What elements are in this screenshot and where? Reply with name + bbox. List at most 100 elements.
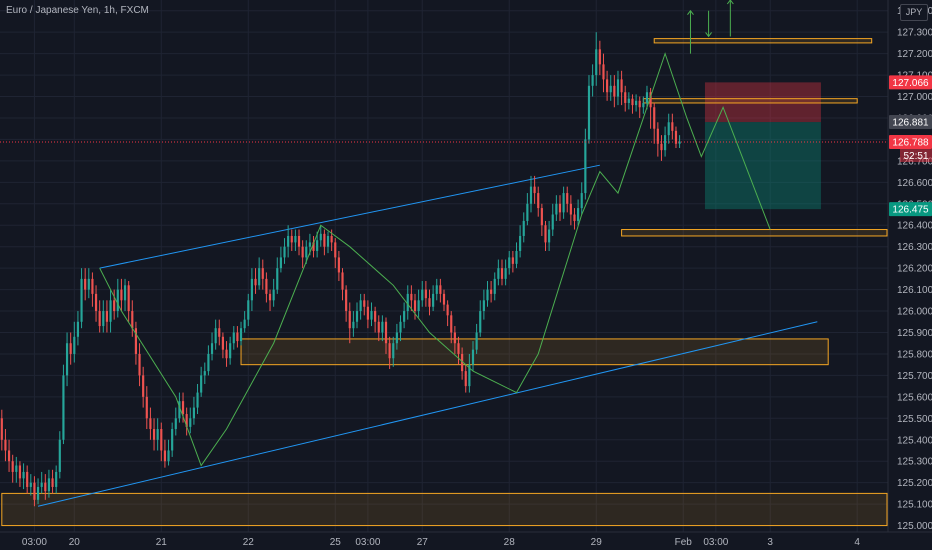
candle-body xyxy=(11,461,14,472)
x-tick-label: 4 xyxy=(854,537,860,548)
candle-body xyxy=(283,246,286,258)
y-tick-label: 126.000 xyxy=(897,307,932,318)
y-tick-label: 126.300 xyxy=(897,242,932,253)
candle-body xyxy=(127,285,130,312)
zigzag-layer xyxy=(99,52,771,467)
x-tick-label: 27 xyxy=(417,537,429,548)
x-tick-label: 20 xyxy=(69,537,81,548)
candle-body xyxy=(573,214,576,221)
candle-body xyxy=(446,304,449,316)
candle-body xyxy=(417,300,420,312)
candle-body xyxy=(359,300,362,312)
candle-body xyxy=(508,257,511,269)
candle-body xyxy=(587,85,591,140)
candle-body xyxy=(562,193,565,213)
candle-body xyxy=(606,79,609,93)
candle-body xyxy=(109,300,112,322)
y-tick-label: 125.700 xyxy=(897,371,932,382)
candle-body xyxy=(94,293,98,312)
price-tag-label: 126.788 xyxy=(892,138,929,149)
candle-body xyxy=(326,235,330,247)
candle-body xyxy=(308,242,311,247)
y-tick-label: 127.000 xyxy=(897,92,932,103)
candle-body xyxy=(301,246,304,258)
candle-body xyxy=(660,143,663,151)
stop-loss-zone xyxy=(704,82,821,123)
y-tick-label: 125.800 xyxy=(897,349,932,360)
candle-body xyxy=(250,278,253,301)
zigzag-path xyxy=(99,52,771,467)
price-tag xyxy=(889,135,932,150)
candle-body xyxy=(254,278,257,286)
candle-body xyxy=(384,321,388,344)
candle-body xyxy=(624,92,627,103)
candle-body xyxy=(232,332,235,344)
candle-body xyxy=(36,486,40,500)
candle-body xyxy=(290,235,293,243)
candle-body xyxy=(580,193,583,209)
candle-body xyxy=(80,278,83,322)
candle-body xyxy=(544,225,547,243)
x-tick-label: 3 xyxy=(767,537,773,548)
candle-body xyxy=(399,321,402,333)
risk-reward-layer xyxy=(704,82,821,210)
candle-body xyxy=(207,353,210,372)
candle-body xyxy=(272,289,275,301)
candle-body xyxy=(403,311,406,322)
candle-body xyxy=(287,235,290,247)
x-tick-label: 03:00 xyxy=(355,537,380,548)
candle-body xyxy=(265,278,268,294)
candle-body xyxy=(631,98,634,106)
x-tick-label: 28 xyxy=(504,537,516,548)
candle-body xyxy=(47,478,51,492)
candle-body xyxy=(537,193,540,209)
candle-body xyxy=(69,343,72,354)
arrow-head xyxy=(705,32,712,38)
candle-body xyxy=(113,300,116,312)
candle-body xyxy=(645,92,649,103)
zone-3 xyxy=(653,38,873,44)
candle-body xyxy=(221,336,224,350)
candle-body xyxy=(533,186,536,194)
candle-body xyxy=(519,235,522,251)
candle-body xyxy=(348,311,351,329)
arrow-layer xyxy=(687,0,734,54)
price-tag xyxy=(889,202,932,217)
candle-body xyxy=(421,289,424,301)
candle-body xyxy=(26,471,29,487)
candle-body xyxy=(142,375,145,397)
candle-body xyxy=(584,139,587,194)
candle-body xyxy=(84,278,87,290)
y-tick-label: 126.600 xyxy=(897,178,932,189)
candle-body xyxy=(432,293,435,307)
candle-body xyxy=(189,418,192,427)
candle-body xyxy=(229,343,232,359)
candle-body xyxy=(105,311,109,322)
candle-body xyxy=(595,49,598,76)
y-tick-label: 125.500 xyxy=(897,414,932,425)
candle-body xyxy=(555,203,558,215)
currency-button[interactable]: JPY xyxy=(900,4,928,21)
candle-body xyxy=(511,257,514,264)
candle-body xyxy=(239,328,243,342)
candle-body xyxy=(551,214,554,230)
candle-body xyxy=(185,414,188,427)
time-scale-background[interactable] xyxy=(0,532,932,550)
candle-body xyxy=(200,375,203,393)
y-tick-label: 126.200 xyxy=(897,264,932,275)
candle-body xyxy=(171,429,174,451)
candle-body xyxy=(428,298,431,307)
candle-body xyxy=(406,293,409,312)
candle-body xyxy=(58,439,61,472)
candle-body xyxy=(613,85,616,97)
candle-body xyxy=(247,300,250,320)
x-tick-label: 03:00 xyxy=(703,537,728,548)
candle-body xyxy=(515,250,518,264)
candle-body xyxy=(374,311,377,322)
candle-body xyxy=(395,332,398,344)
candle-body xyxy=(134,328,138,354)
candles-layer xyxy=(0,32,681,507)
price-labels-layer: 127.066 126.881 126.788 52:51 126.475 xyxy=(889,75,932,217)
candle-body xyxy=(87,278,90,290)
